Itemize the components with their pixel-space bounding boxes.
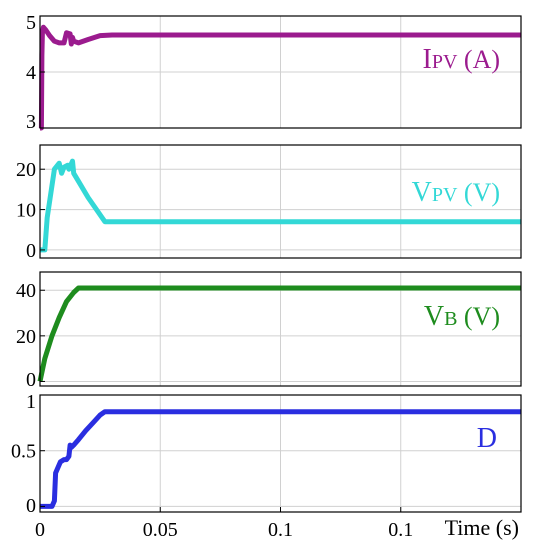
x-tick-label: 0 [35,519,45,541]
series-label-sub: PV [432,51,458,73]
series-label: VPV (V) [412,177,500,208]
series-label-unit: (V) [457,178,500,207]
y-tick-label: 0 [26,369,36,391]
y-tick-label: 20 [16,159,36,181]
y-tick-label: 4 [26,62,36,84]
x-axis-label: Time (s) [445,515,519,540]
series-label-sub: PV [432,184,458,206]
y-tick-label: 0.5 [11,441,36,463]
series-label: VB (V) [424,301,500,332]
y-tick-label: 5 [26,12,36,34]
series-label: D [477,423,497,454]
panel-2: 0 10 20 VPV (V) [16,144,522,262]
series-label-main: V [424,301,444,332]
series-label: IPV (A) [423,44,501,75]
series-label-main: I [423,44,432,75]
y-tick-label: 10 [16,200,36,222]
series-label-sub: B [444,308,457,330]
series-line [37,285,521,382]
y-tick-label: 0 [26,240,36,262]
series-label-main: V [412,177,432,208]
series-line [38,24,521,131]
series-line [40,409,521,509]
panel-4: 0 0.5 1 D 0 0.05 0.1 0.1 Time (s) [11,391,522,541]
plot-frame [39,144,522,259]
series-label-unit: (V) [457,302,500,331]
y-tick-label: 3 [26,111,36,133]
panel-3: 0 20 40 VB (V) [16,271,522,391]
x-tick-label: 0.1 [388,519,413,541]
series-label-unit: (A) [457,45,500,74]
y-tick-label: 40 [16,280,36,302]
x-tick-label: 0.1 [268,519,293,541]
plot-frame [39,271,522,387]
y-tick-label: 1 [26,391,36,413]
series-line [40,158,521,253]
x-tick-label: 0.05 [143,519,178,541]
y-tick-label: 20 [16,326,36,348]
y-tick-label: 0 [26,495,36,517]
panel-1: 3 4 5 IPV (A) [26,12,522,133]
series-label-main: D [477,423,497,454]
